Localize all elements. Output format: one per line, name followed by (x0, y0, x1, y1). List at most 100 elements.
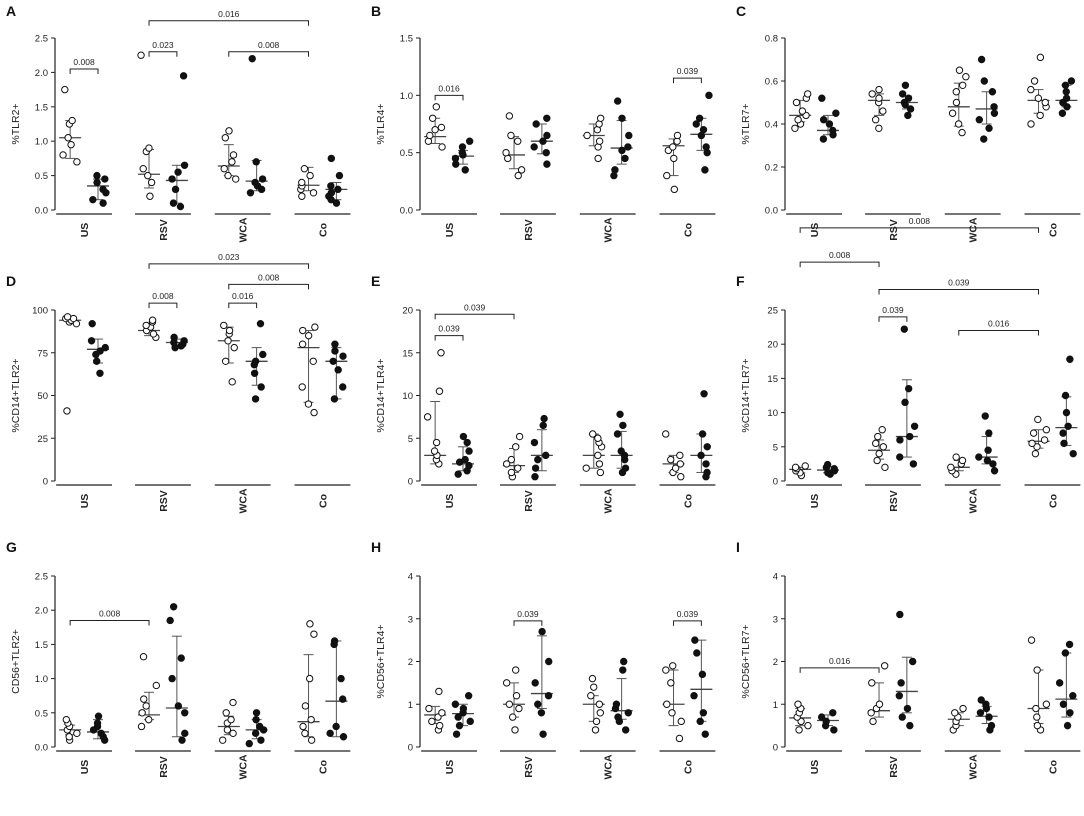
data-point-filled (620, 657, 628, 666)
data-point-filled (1063, 721, 1072, 730)
data-point-filled (900, 98, 909, 107)
data-point-filled (543, 114, 551, 122)
data-point-filled (985, 429, 993, 437)
category-label: WCA (603, 488, 615, 513)
data-point-filled (176, 202, 185, 211)
y-tick-label: 0 (408, 743, 413, 754)
data-point-open (299, 722, 307, 731)
data-point-open (875, 700, 884, 708)
data-point-filled (829, 709, 837, 717)
data-point-filled (335, 171, 344, 180)
data-point-filled (89, 195, 97, 204)
y-tick-label: 0.0 (765, 206, 778, 217)
data-point-filled (542, 451, 550, 460)
p-value-label: 0.039 (438, 324, 460, 334)
panel-letter: I (736, 539, 740, 555)
data-point-filled (621, 464, 630, 472)
y-tick-label: 1.5 (35, 102, 48, 113)
data-point-filled (1055, 679, 1064, 687)
p-value-label: 0.039 (517, 609, 539, 619)
data-point-open (668, 709, 676, 717)
data-point-filled (166, 616, 174, 625)
data-point-open (1034, 94, 1043, 102)
data-point-filled (621, 154, 629, 163)
data-point-open (137, 722, 146, 731)
data-point-open (223, 726, 232, 734)
y-tick-label: 0.0 (35, 743, 48, 754)
data-point-open (596, 709, 605, 717)
data-point-filled (545, 657, 553, 666)
p-value-label: 0.016 (829, 656, 851, 666)
data-point-filled (691, 636, 699, 644)
data-point-open (1032, 704, 1040, 713)
panel-letter: D (6, 273, 16, 289)
y-tick-label: 25 (37, 434, 48, 445)
data-point-filled (1062, 94, 1071, 102)
data-point-filled (1062, 88, 1070, 96)
panel-b: B 0.0 0.5 1.0 1.5 %TLR4+ US RSV WCA Co 0.016 0.039 (371, 3, 716, 243)
data-point-open (951, 709, 959, 717)
data-point-open (222, 709, 230, 717)
data-point-open (230, 343, 238, 352)
data-point-filled (532, 120, 540, 128)
data-point-filled (616, 410, 624, 419)
data-point-filled (898, 713, 906, 721)
data-point-open (803, 90, 812, 98)
y-tick-label: 15 (767, 374, 778, 385)
data-point-open (662, 666, 670, 674)
data-point-open (298, 178, 306, 187)
data-point-open (512, 692, 521, 700)
data-point-open (431, 126, 439, 134)
category-label: WCA (968, 754, 980, 779)
data-point-filled (339, 352, 347, 360)
data-point-filled (101, 175, 109, 183)
data-point-open (137, 51, 145, 59)
data-point-open (794, 700, 802, 708)
data-point-open (152, 681, 161, 690)
data-point-filled (452, 730, 461, 738)
p-value-label: 0.039 (677, 66, 699, 76)
data-point-open (675, 734, 684, 743)
data-point-filled (451, 154, 460, 163)
category-label: US (444, 223, 456, 238)
y-axis-label: %CD14+TLR4+ (375, 358, 387, 432)
data-point-open (1033, 721, 1042, 730)
data-point-filled (619, 666, 627, 674)
y-tick-label: 0.2 (765, 163, 778, 174)
data-point-filled (327, 189, 336, 197)
panel-letter: F (736, 273, 745, 289)
data-point-open (502, 679, 511, 687)
data-point-open (145, 715, 153, 724)
data-point-filled (101, 343, 109, 352)
data-point-open (428, 717, 436, 726)
data-point-open (502, 148, 510, 157)
data-point-open (300, 165, 309, 173)
data-point-filled (1062, 408, 1071, 417)
data-point-open (801, 462, 809, 470)
data-point-filled (985, 124, 993, 133)
data-point-filled (698, 430, 707, 438)
data-point-filled (624, 143, 632, 151)
data-point-filled (252, 709, 261, 717)
y-tick-label: 2 (408, 657, 413, 668)
data-point-filled (332, 722, 340, 731)
p-value-label: 0.008 (258, 272, 280, 282)
category-label: RSV (888, 219, 900, 241)
data-point-filled (99, 199, 107, 207)
data-point-filled (1066, 709, 1074, 717)
data-point-filled (897, 679, 905, 687)
p-value-label: 0.008 (73, 57, 95, 67)
data-point-open (962, 73, 970, 81)
data-point-open (1027, 636, 1036, 644)
data-point-open (959, 81, 967, 90)
data-point-open (61, 85, 69, 94)
panel-g: G 0.0 0.5 1.0 1.5 2.0 2.5 CD56+TLR2+ US RSV WCA Co 0… (6, 539, 351, 780)
data-point-open (1027, 120, 1035, 128)
category-label: Co (317, 223, 329, 237)
data-point-filled (618, 146, 626, 155)
significance-bracket (799, 261, 880, 268)
data-point-open (229, 698, 237, 707)
data-point-filled (180, 161, 189, 169)
data-point-open (298, 383, 306, 391)
data-point-filled (256, 722, 264, 731)
